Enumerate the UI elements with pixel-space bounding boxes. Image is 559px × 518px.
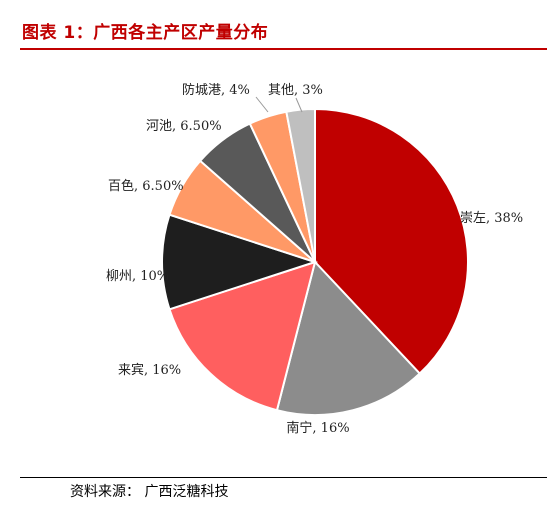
pie-slice [168,260,317,412]
leader-line [295,97,303,113]
slice-label: 百色, 6.50% [108,178,184,194]
slice-label: 柳州, 10% [106,269,169,284]
slice-label: 南宁, 16% [286,420,349,436]
pie-slice [161,213,319,311]
title-rule [20,48,547,50]
leader-line [255,96,269,113]
slice-label: 崇左, 38% [460,211,523,226]
chart-title: 图表 1：广西各主产区产量分布 [22,23,269,43]
pie-slice [275,259,422,416]
slice-label: 来宾, 16% [118,362,181,378]
source-rule [20,477,547,478]
source-note: 资料来源： 广西泛糖科技 [70,484,229,500]
slice-label: 河池, 6.50% [146,119,222,134]
slice-label: 其他, 3% [268,83,323,98]
slice-label: 防城港, 4% [182,82,250,98]
pie-slice [314,107,469,375]
